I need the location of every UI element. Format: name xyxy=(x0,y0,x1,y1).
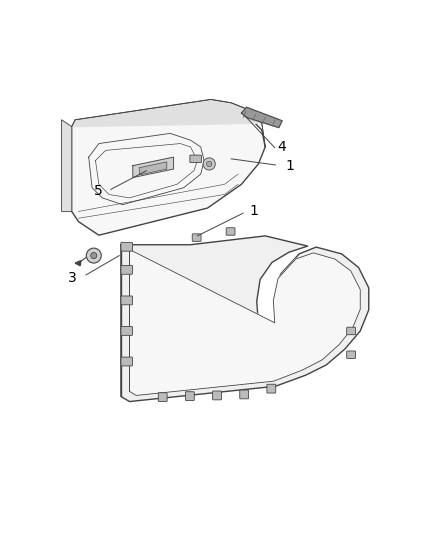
FancyBboxPatch shape xyxy=(121,327,132,335)
Circle shape xyxy=(91,253,97,259)
Polygon shape xyxy=(130,249,360,395)
FancyBboxPatch shape xyxy=(121,265,132,274)
Polygon shape xyxy=(121,236,369,401)
Polygon shape xyxy=(140,162,167,175)
Polygon shape xyxy=(241,107,282,127)
FancyBboxPatch shape xyxy=(190,155,201,163)
Circle shape xyxy=(86,248,101,263)
Polygon shape xyxy=(72,106,265,235)
FancyBboxPatch shape xyxy=(158,393,167,401)
Text: 4: 4 xyxy=(277,140,286,154)
FancyBboxPatch shape xyxy=(240,390,249,399)
FancyBboxPatch shape xyxy=(267,384,276,393)
FancyBboxPatch shape xyxy=(346,327,356,335)
FancyBboxPatch shape xyxy=(121,243,132,251)
Circle shape xyxy=(203,158,215,170)
FancyBboxPatch shape xyxy=(212,391,222,400)
Text: 1: 1 xyxy=(250,205,259,219)
Polygon shape xyxy=(72,100,262,127)
FancyBboxPatch shape xyxy=(192,234,201,241)
FancyBboxPatch shape xyxy=(121,296,132,305)
FancyBboxPatch shape xyxy=(226,228,235,235)
Polygon shape xyxy=(75,261,81,266)
FancyBboxPatch shape xyxy=(346,351,356,358)
Text: 5: 5 xyxy=(94,184,102,198)
FancyBboxPatch shape xyxy=(185,392,194,400)
Text: 1: 1 xyxy=(286,159,294,173)
Polygon shape xyxy=(133,157,173,177)
Polygon shape xyxy=(61,120,72,212)
FancyBboxPatch shape xyxy=(121,357,132,366)
Text: 3: 3 xyxy=(68,271,77,285)
Circle shape xyxy=(206,161,212,167)
